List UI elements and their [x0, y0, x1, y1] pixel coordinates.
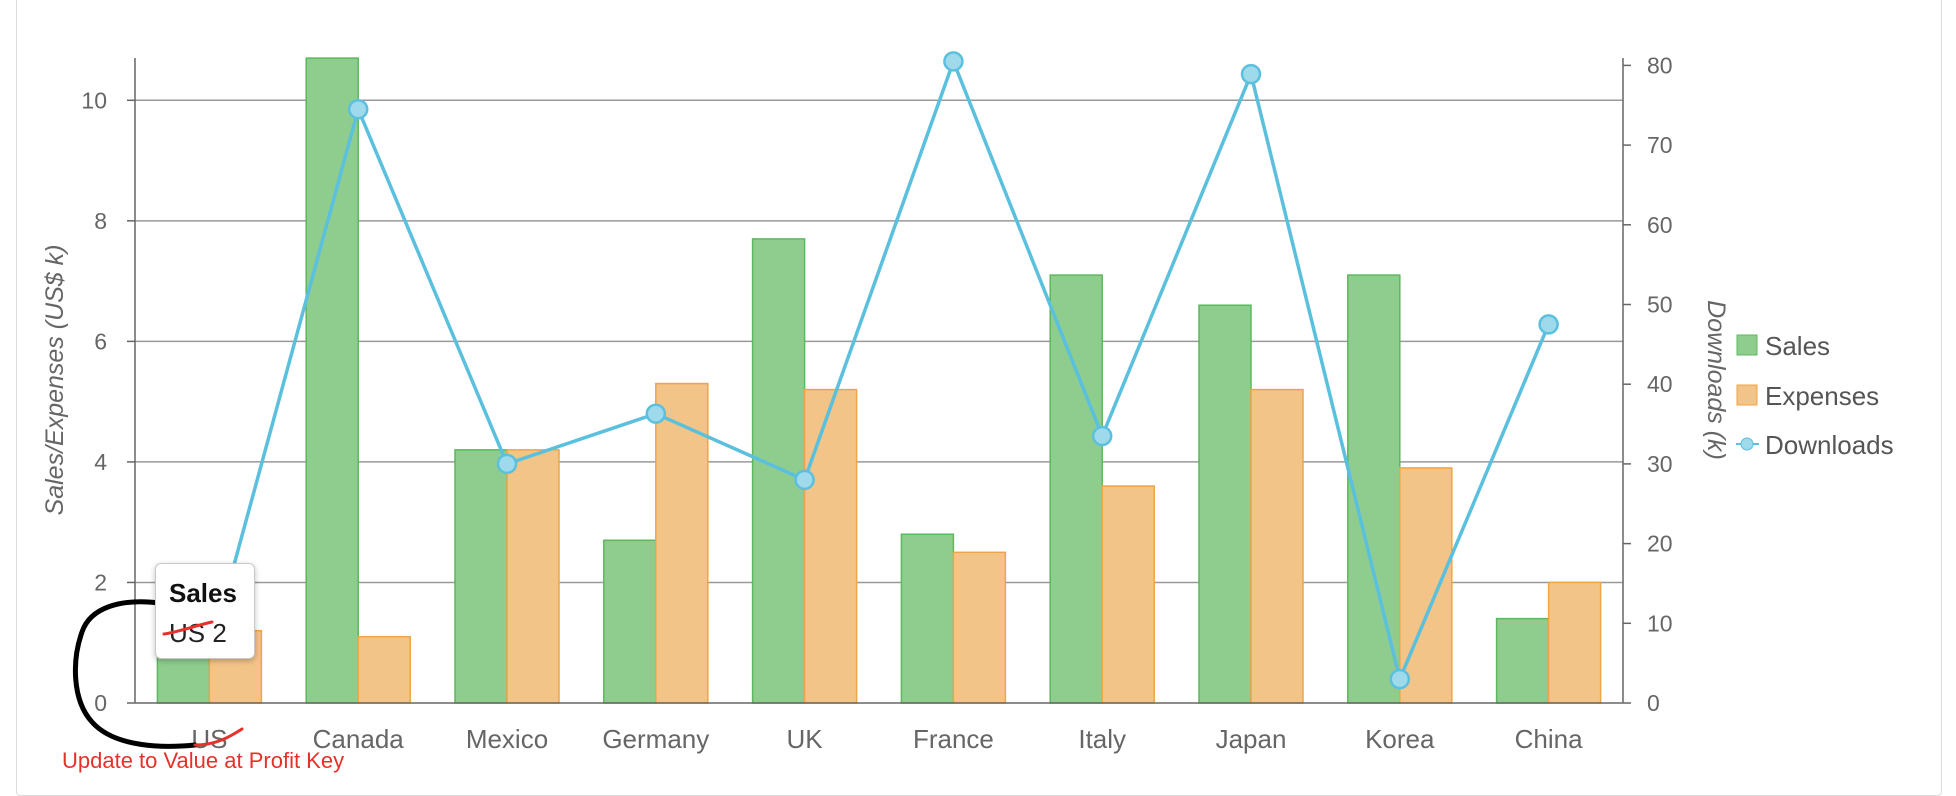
- bar-sales: [1049, 274, 1103, 704]
- legend-label-downloads: Downloads: [1765, 430, 1894, 460]
- y-tick-label-left: 4: [94, 449, 107, 475]
- downloads-series-line: [207, 59, 1551, 681]
- bar-sales: [305, 57, 359, 704]
- legend-swatch-expenses: [1736, 384, 1758, 406]
- x-tick-label: China: [1515, 724, 1583, 754]
- legend-item-downloads[interactable]: Downloads: [1736, 430, 1894, 460]
- y-tick-label-right: 30: [1647, 451, 1673, 477]
- y-tick-label-left: 10: [81, 87, 107, 113]
- y-tick-label-right: 80: [1647, 52, 1673, 78]
- y-tick-label-right: 20: [1647, 531, 1673, 557]
- downloads-point: [347, 98, 369, 120]
- y-tick-label-right: 40: [1647, 371, 1673, 397]
- scribble-circle-annotation: [72, 599, 198, 749]
- bars: [156, 57, 1602, 704]
- legend: Sales Expenses Downloads: [1736, 331, 1894, 460]
- tooltip-value: US 2: [169, 618, 227, 648]
- legend-marker-downloads: [1740, 437, 1754, 451]
- bar-expenses: [506, 449, 560, 704]
- y-tick-label-right: 70: [1647, 132, 1673, 158]
- downloads-point: [1538, 314, 1559, 335]
- axes: [134, 58, 1624, 704]
- bar-sales: [603, 539, 657, 704]
- x-tick-label: Canada: [313, 724, 405, 754]
- bar-sales: [1198, 304, 1252, 704]
- underline-strike-annotation: [193, 727, 244, 747]
- tooltip-title: Sales: [169, 578, 237, 608]
- downloads-point: [496, 453, 518, 475]
- y-tick-label-left: 8: [94, 208, 107, 234]
- y-axis-title-right: Downloads (k): [1702, 300, 1730, 460]
- bar-sales: [1347, 274, 1401, 704]
- bar-expenses: [1250, 388, 1304, 704]
- legend-item-expenses[interactable]: Expenses: [1736, 381, 1879, 411]
- x-tick-label: UK: [787, 724, 824, 754]
- x-tick-label: Korea: [1365, 724, 1435, 754]
- annotation-note: Update to Value at Profit Key: [62, 748, 345, 773]
- downloads-point: [794, 469, 815, 491]
- downloads-point: [645, 403, 667, 424]
- y-tick-label-right: 50: [1647, 292, 1673, 318]
- x-tick-label: Italy: [1078, 724, 1126, 754]
- x-tick-label: Germany: [602, 724, 709, 754]
- bar-expenses: [1399, 467, 1453, 704]
- bar-expenses: [1547, 581, 1602, 704]
- downloads-line: [207, 51, 1559, 690]
- legend-swatch-sales: [1736, 334, 1758, 356]
- x-tick-label: Japan: [1216, 724, 1287, 754]
- y-tick-label-left: 2: [94, 569, 107, 595]
- legend-label-expenses: Expenses: [1765, 381, 1879, 411]
- downloads-point: [1389, 668, 1411, 690]
- x-tick-label: France: [913, 724, 994, 754]
- y-axis-title-left: Sales/Expenses (US$ k): [41, 245, 69, 516]
- bar-expenses: [1101, 485, 1155, 704]
- y-tick-label-right: 0: [1647, 690, 1660, 716]
- bar-expenses: [357, 635, 411, 704]
- bar-sales: [454, 449, 508, 704]
- bar-expenses: [655, 382, 709, 704]
- bar-sales: [1495, 617, 1550, 704]
- legend-item-sales[interactable]: Sales: [1736, 331, 1830, 361]
- bar-sales: [900, 533, 955, 704]
- downloads-point: [1240, 63, 1262, 85]
- bar-expenses: [803, 388, 858, 704]
- x-tick-label: Mexico: [466, 724, 548, 754]
- legend-label-sales: Sales: [1765, 331, 1830, 361]
- downloads-point: [1091, 425, 1113, 447]
- bar-expenses: [952, 551, 1007, 704]
- y-tick-label-right: 10: [1647, 610, 1673, 636]
- bar-sales: [751, 238, 806, 704]
- y-tick-label-left: 0: [94, 690, 107, 716]
- y-tick-label-left: 6: [94, 328, 107, 354]
- downloads-point: [943, 51, 964, 72]
- y-tick-label-right: 60: [1647, 212, 1673, 238]
- tooltip: Sales US 2: [155, 563, 255, 659]
